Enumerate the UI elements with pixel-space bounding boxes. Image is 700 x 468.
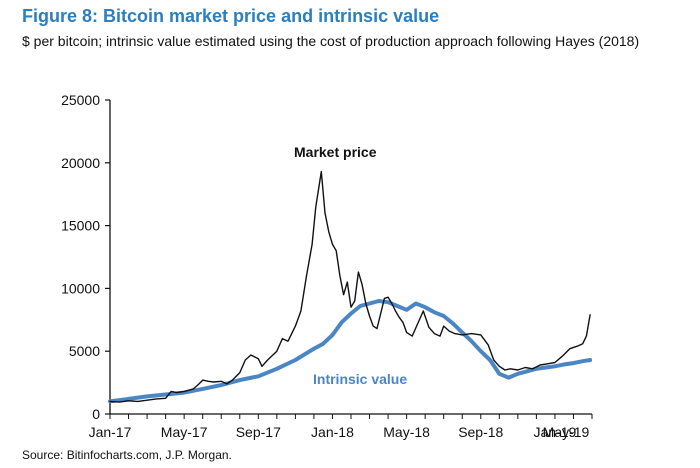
series-labels-group: Market price Intrinsic value (294, 144, 407, 387)
intrinsic-value-line (108, 299, 593, 404)
chart-source: Source: Bitinfocharts.com, J.P. Morgan. (22, 448, 232, 462)
series-group (108, 170, 593, 404)
axes-group: 0 5000 10000 15000 20000 25000 Jan-17 May-17 Sep… (61, 92, 593, 440)
intrinsic-value-label: Intrinsic value (313, 371, 407, 387)
x-tick-label: Jan-19 (534, 424, 577, 440)
chart-title: Figure 8: Bitcoin market price and intri… (22, 6, 440, 26)
x-tick-label: May-17 (161, 424, 208, 440)
y-tick-label: 25000 (61, 92, 100, 108)
x-tick-label: Jan-17 (89, 424, 132, 440)
x-tick-label: Sep-17 (236, 424, 281, 440)
x-tick-label: May-18 (383, 424, 430, 440)
x-tick-label: Jan-18 (311, 424, 354, 440)
market-price-label: Market price (294, 144, 377, 160)
y-tick-label: 15000 (61, 218, 100, 234)
y-tick-label: 5000 (69, 343, 100, 359)
y-tick-label: 20000 (61, 155, 100, 171)
chart-subtitle: $ per bitcoin; intrinsic value estimated… (22, 33, 640, 49)
x-tick-label: Sep-18 (458, 424, 503, 440)
x-tick-label: May-19 (543, 424, 590, 440)
y-tick-label: 0 (92, 406, 100, 422)
y-tick-label: 10000 (61, 280, 100, 296)
market-price-line (109, 170, 591, 403)
